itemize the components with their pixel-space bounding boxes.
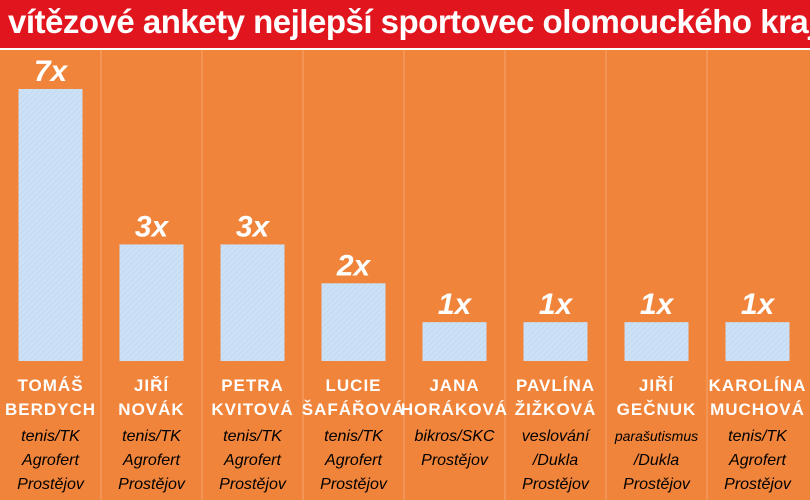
athlete-name-line: PETRA: [221, 376, 284, 395]
athlete-club-line: veslování: [522, 428, 591, 445]
athlete-name-line: JIŘÍ: [134, 376, 169, 395]
column-dividers: [100, 50, 708, 500]
athlete-club-line: tenis/TK: [728, 428, 788, 445]
bar-value-label: 1x: [741, 288, 776, 321]
bar-value-label: 3x: [236, 210, 271, 243]
athlete-name-line: GEČNUK: [617, 400, 697, 419]
athlete-name-line: TOMÁŠ: [17, 376, 83, 395]
bar-value-label: 1x: [438, 288, 473, 321]
bar: [321, 283, 386, 361]
athlete-club-line: bikros/SKC: [414, 428, 494, 445]
athlete-club-line: Prostějov: [320, 476, 388, 493]
athlete-club-line: tenis/TK: [21, 428, 81, 445]
athlete-name-line: HORÁKOVÁ: [401, 400, 508, 419]
athlete-name-line: JIŘÍ: [639, 376, 674, 395]
athlete-club-line: Prostějov: [421, 452, 489, 469]
athlete-name-line: NOVÁK: [118, 400, 184, 419]
athlete-club-line: Agrofert: [324, 452, 382, 469]
athlete-club-line: Agrofert: [223, 452, 281, 469]
bar: [725, 322, 790, 361]
bars: [18, 89, 790, 361]
athlete-club-line: tenis/TK: [324, 428, 384, 445]
athlete-club-line: Prostějov: [17, 476, 85, 493]
bar: [119, 244, 184, 361]
athlete-club-line: parašutismus: [614, 428, 698, 444]
athlete-name-line: MUCHOVÁ: [710, 400, 805, 419]
athlete-club-line: Agrofert: [728, 452, 786, 469]
bar-chart: 7x 3x 3x 2x 1x 1x 1x 1x TOMÁŠ BERDYCH JIŘÍ NOVÁK PE…: [5, 50, 807, 500]
chart-area: 7x 3x 3x 2x 1x 1x 1x 1x TOMÁŠ BERDYCH JIŘÍ NOVÁK PE…: [0, 50, 810, 500]
bar: [523, 322, 588, 361]
chart-title: vítězové ankety nejlepší sportovec olomo…: [8, 3, 810, 40]
bar: [624, 322, 689, 361]
athlete-name-line: LUCIE: [326, 376, 382, 395]
athlete-name-line: ŠAFÁŘOVÁ: [302, 400, 405, 419]
athlete-club-line: Prostějov: [522, 476, 590, 493]
bar-value-label: 2x: [336, 249, 372, 282]
athlete-name-line: KVITOVÁ: [211, 400, 293, 419]
bar-value-label: 7x: [34, 55, 69, 88]
bar: [18, 89, 83, 361]
athlete-club-line: /Dukla: [633, 452, 679, 469]
athlete-club-line: Prostějov: [724, 476, 792, 493]
value-labels: 7x 3x 3x 2x 1x 1x 1x 1x: [34, 55, 776, 321]
athlete-name-line: KAROLÍNA: [709, 376, 807, 395]
athlete-club-line: Prostějov: [219, 476, 287, 493]
athlete-club-line: /Dukla: [532, 452, 578, 469]
athlete-club-line: tenis/TK: [223, 428, 283, 445]
athlete-club-line: Agrofert: [122, 452, 180, 469]
bar-value-label: 1x: [640, 288, 675, 321]
athlete-club-line: Prostějov: [623, 476, 691, 493]
athlete-name-line: PAVLÍNA: [516, 376, 595, 395]
athlete-clubs: tenis/TK Agrofert Prostějov tenis/TK Agrofer…: [17, 428, 792, 493]
bar-value-label: 1x: [539, 288, 574, 321]
athlete-club-line: Agrofert: [21, 452, 79, 469]
athlete-club-line: Prostějov: [118, 476, 186, 493]
athlete-name-line: BERDYCH: [5, 400, 96, 419]
bar: [422, 322, 487, 361]
athlete-name-line: JANA: [429, 376, 479, 395]
athlete-club-line: tenis/TK: [122, 428, 182, 445]
athlete-names: TOMÁŠ BERDYCH JIŘÍ NOVÁK PETRA KVITOVÁ LUCIE ŠA…: [5, 376, 807, 419]
athlete-name-line: ŽIŽKOVÁ: [515, 400, 597, 419]
bar: [220, 244, 285, 361]
bar-value-label: 3x: [135, 210, 170, 243]
header: vítězové ankety nejlepší sportovec olomo…: [0, 0, 810, 48]
